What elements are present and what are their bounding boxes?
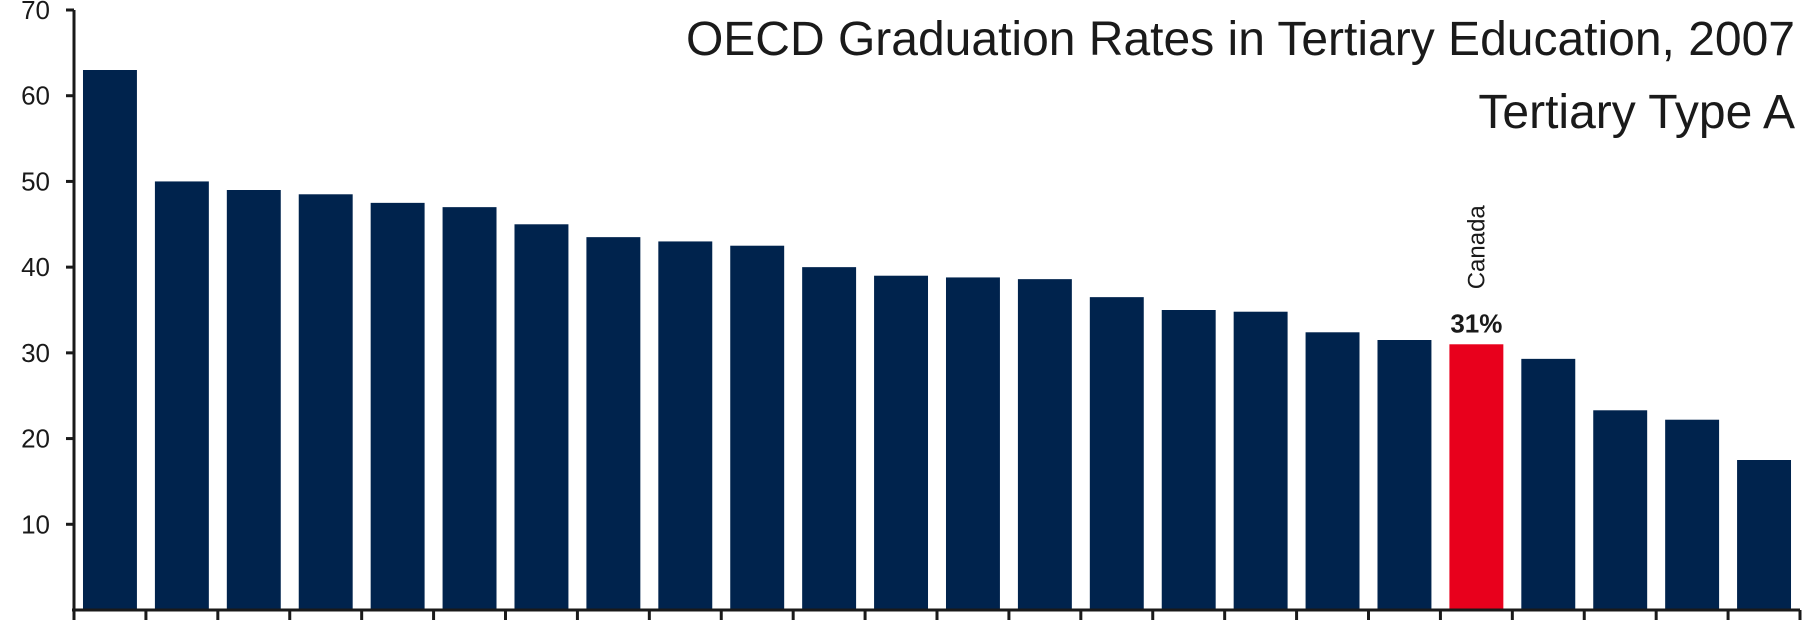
y-tick-label: 30 (21, 338, 50, 368)
bar (658, 241, 713, 610)
bar (298, 194, 353, 611)
bar (1161, 310, 1216, 610)
bar (442, 207, 497, 610)
bar (226, 190, 281, 610)
bar (1521, 358, 1576, 610)
bar-highlight (1449, 344, 1504, 610)
bar (1377, 340, 1432, 610)
bar (1737, 460, 1792, 610)
highlight-value-label: 31% (1450, 308, 1502, 338)
y-ticks-group: 10 20 30 40 50 60 70 (21, 0, 74, 539)
chart-subtitle: Tertiary Type A (1478, 86, 1795, 139)
bar (82, 70, 137, 610)
chart-title: OECD Graduation Rates in Tertiary Educat… (686, 13, 1795, 66)
y-tick-label: 60 (21, 81, 50, 111)
y-tick-label: 50 (21, 166, 50, 196)
bar (945, 277, 1000, 610)
bar (154, 181, 209, 610)
y-tick-label: 70 (21, 0, 50, 25)
bar (370, 202, 425, 611)
y-tick-label: 20 (21, 424, 50, 454)
bar (1593, 410, 1648, 610)
bars-group (82, 70, 1792, 611)
bar (1017, 279, 1072, 610)
bar (1305, 332, 1360, 610)
highlight-category-label: Canada (1463, 205, 1490, 290)
bar (1665, 419, 1720, 610)
x-ticks-group (72, 610, 1802, 620)
y-tick-label: 40 (21, 252, 50, 282)
bar (874, 275, 929, 610)
bar (802, 267, 857, 610)
y-tick-label: 10 (21, 509, 50, 539)
bar (1089, 297, 1144, 610)
bar (586, 237, 641, 610)
bar (514, 224, 569, 611)
bar (1233, 311, 1288, 610)
bar (730, 245, 785, 610)
